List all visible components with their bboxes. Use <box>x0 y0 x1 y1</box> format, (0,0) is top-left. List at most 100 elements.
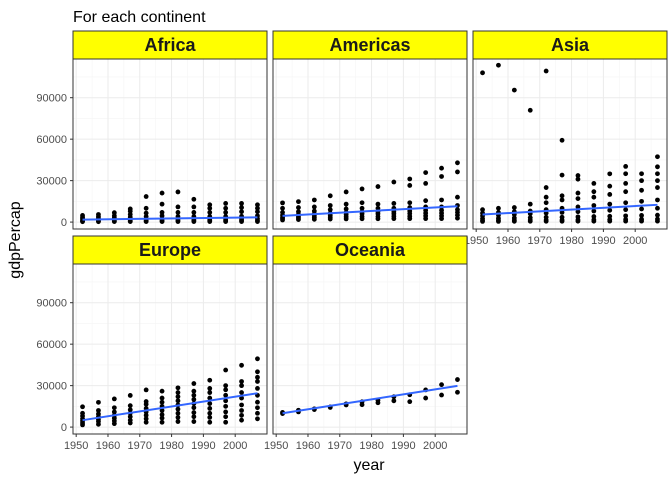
data-point <box>159 388 165 394</box>
data-point <box>623 213 629 219</box>
data-point <box>655 185 660 190</box>
data-point <box>296 199 301 205</box>
data-point <box>280 205 285 211</box>
data-point <box>239 209 244 215</box>
data-point <box>375 184 381 189</box>
data-point <box>343 201 349 207</box>
data-point <box>327 193 333 199</box>
data-point <box>223 383 229 389</box>
data-point <box>527 107 533 113</box>
facet-panel-europe: Europe 0 30000 60000 90000 1950 1960 1970 1980 19… <box>36 235 268 452</box>
data-point <box>159 399 165 405</box>
data-point <box>623 200 629 206</box>
data-point <box>527 201 533 207</box>
data-point <box>391 179 397 185</box>
data-point <box>455 207 460 213</box>
x-tick-label: 1950 <box>264 440 288 452</box>
data-point <box>575 209 581 215</box>
data-point <box>127 206 133 212</box>
data-point <box>159 190 165 196</box>
x-tick-label: 1950 <box>64 440 88 452</box>
data-point <box>575 214 581 220</box>
data-point <box>239 362 244 368</box>
facet-strip-label: Americas <box>329 35 410 55</box>
data-point <box>607 201 613 207</box>
x-tick-label: 2000 <box>623 235 647 247</box>
facet-strip <box>272 30 468 60</box>
data-point <box>623 180 629 186</box>
data-point <box>623 163 629 169</box>
data-point <box>375 205 381 211</box>
data-point <box>607 217 613 223</box>
data-point <box>655 212 660 218</box>
data-point <box>480 70 485 76</box>
data-point <box>191 204 197 210</box>
data-point <box>511 205 517 210</box>
data-point <box>111 409 117 415</box>
data-point <box>143 416 149 422</box>
data-point <box>607 192 613 197</box>
data-point <box>455 377 460 382</box>
data-point <box>223 205 229 211</box>
data-point <box>591 203 597 208</box>
facet-strip <box>272 235 468 265</box>
data-point <box>391 201 397 206</box>
data-point <box>80 213 85 218</box>
data-point <box>159 415 165 421</box>
data-point <box>191 210 197 215</box>
data-point <box>175 398 181 404</box>
data-point <box>559 137 565 143</box>
data-point <box>159 412 165 418</box>
data-point <box>239 201 244 206</box>
data-point <box>655 171 660 177</box>
data-point <box>239 417 244 423</box>
data-point <box>639 171 644 177</box>
data-point <box>511 87 517 93</box>
data-point <box>239 205 244 210</box>
y-tick-label: 90000 <box>36 93 67 105</box>
y-tick-label: 60000 <box>36 339 67 351</box>
x-tick-label: 1970 <box>528 235 552 247</box>
data-point <box>496 62 501 68</box>
data-point <box>280 210 285 215</box>
data-point <box>175 415 181 420</box>
data-point <box>255 379 260 384</box>
data-point <box>207 415 213 420</box>
x-tick-label: 2000 <box>423 440 447 452</box>
data-point <box>423 170 429 176</box>
data-point <box>255 205 260 211</box>
data-point <box>223 409 229 415</box>
data-point <box>175 390 181 395</box>
data-point <box>407 183 413 188</box>
data-point <box>527 215 533 221</box>
data-point <box>191 410 197 415</box>
facet-panel-africa: Africa 0 30000 60000 90000 <box>36 30 268 230</box>
data-point <box>207 385 213 391</box>
data-point <box>439 382 444 388</box>
data-point <box>543 200 549 206</box>
data-point <box>407 200 413 206</box>
data-point <box>255 209 260 215</box>
data-point <box>175 410 181 416</box>
data-point <box>96 399 101 405</box>
data-point <box>439 174 444 179</box>
data-point <box>207 395 213 401</box>
panel-background <box>73 59 267 229</box>
y-tick-label: 0 <box>61 422 67 434</box>
data-point <box>439 165 444 171</box>
data-point <box>655 154 660 160</box>
x-tick-label: 1950 <box>464 235 488 247</box>
data-point <box>207 202 213 208</box>
data-point <box>159 210 165 215</box>
y-tick-label: 60000 <box>36 134 67 146</box>
data-point <box>96 212 101 217</box>
data-point <box>559 214 565 220</box>
panel-background <box>473 59 667 229</box>
data-point <box>559 197 565 203</box>
data-point <box>591 214 597 219</box>
data-point <box>96 411 101 417</box>
data-point <box>255 369 260 375</box>
data-point <box>239 383 244 389</box>
data-point <box>207 406 213 411</box>
data-point <box>191 392 197 398</box>
